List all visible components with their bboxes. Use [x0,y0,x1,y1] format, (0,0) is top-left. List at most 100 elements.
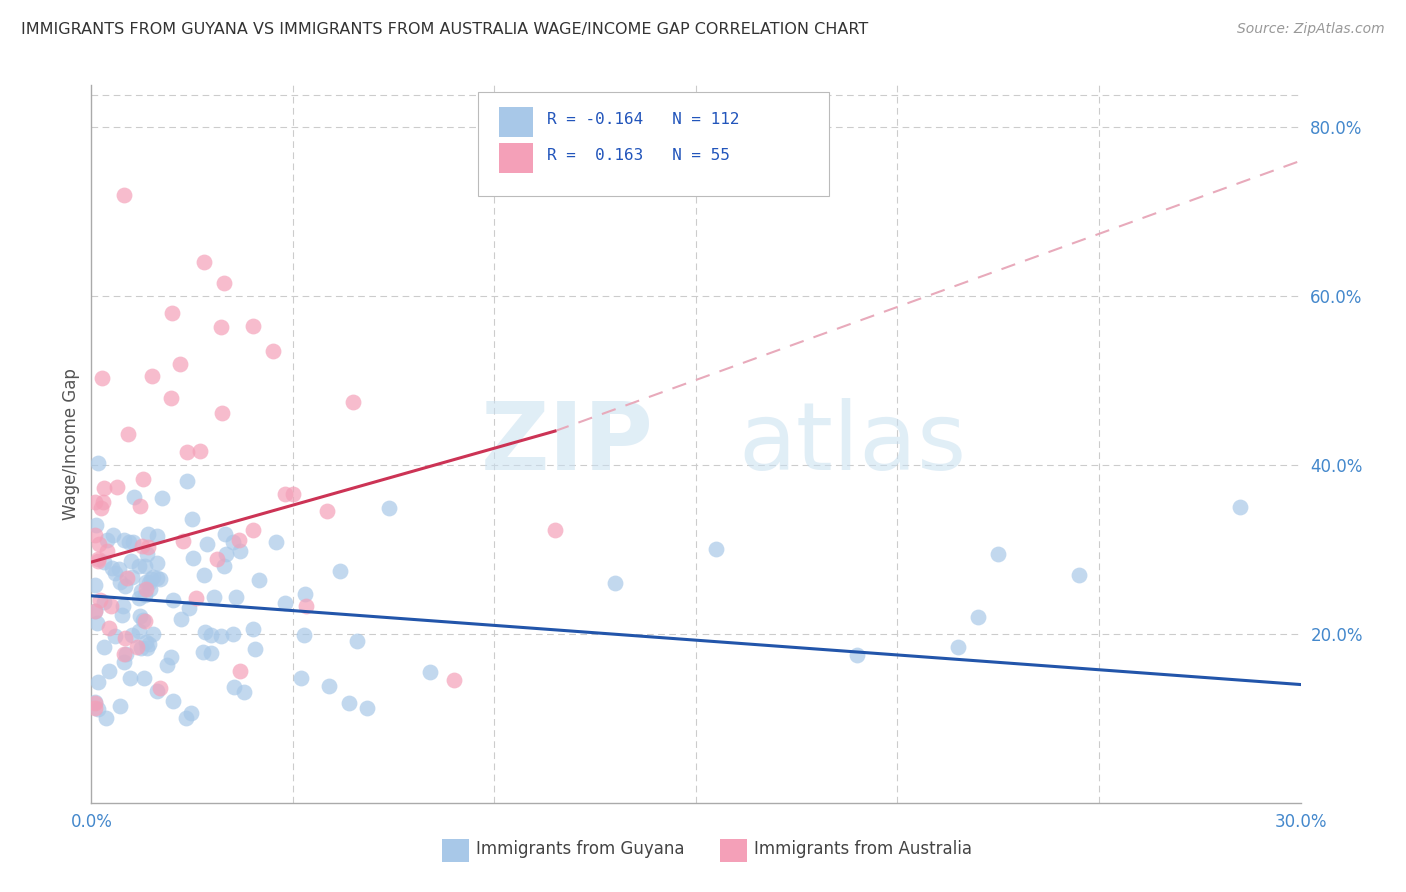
Point [209,629,232,643]
Point [87,456,110,470]
Point [146,684,169,698]
Point [84,701,107,715]
Point [97,621,120,635]
Point [946,640,969,654]
Point [242,622,264,636]
Point [129,641,152,656]
Point [160,649,183,664]
Point [112,533,135,548]
Point [132,671,155,685]
Point [112,599,135,613]
Point [136,547,159,561]
Point [108,699,131,714]
Point [159,392,181,406]
Point [346,633,368,648]
Point [176,474,198,488]
Point [122,491,145,505]
Point [142,627,165,641]
Point [114,579,136,593]
Point [94,711,117,725]
Point [84,604,107,618]
Point [214,277,236,291]
Point [419,665,441,679]
Point [209,319,232,334]
Point [704,542,727,557]
Point [128,500,150,514]
Point [128,591,150,606]
Point [377,500,399,515]
Point [112,647,135,661]
Point [247,573,270,587]
Point [87,537,110,551]
Point [188,444,211,458]
Point [544,523,567,537]
Point [295,599,318,614]
Text: Immigrants from Guyana: Immigrants from Guyana [475,840,685,858]
Point [93,640,115,654]
Point [242,524,264,538]
Point [120,554,142,568]
Point [91,495,114,509]
Point [169,357,191,371]
Point [121,570,143,584]
Point [146,529,169,543]
Point [134,559,156,574]
Text: atlas: atlas [738,398,966,490]
Point [112,187,135,202]
Point [211,406,233,420]
Point [135,575,157,590]
Point [243,642,266,657]
Point [242,318,264,333]
Point [233,685,256,699]
Point [121,534,143,549]
Point [443,673,465,688]
Point [318,679,340,693]
Point [194,625,217,640]
Point [179,600,201,615]
Point [316,504,339,518]
Point [274,596,297,610]
Point [221,535,243,549]
Point [193,567,215,582]
Point [108,574,131,589]
Point [131,539,153,553]
Point [149,681,172,695]
Bar [441,838,468,862]
Point [214,547,236,561]
Point [142,570,165,584]
Point [87,674,110,689]
Point [90,371,112,385]
Point [200,628,222,642]
Point [105,480,128,494]
Point [129,608,152,623]
Point [84,578,107,592]
Point [176,711,198,725]
Point [135,635,157,649]
Point [225,590,247,604]
Point [118,671,141,685]
Text: IMMIGRANTS FROM GUYANA VS IMMIGRANTS FROM AUSTRALIA WAGE/INCOME GAP CORRELATION : IMMIGRANTS FROM GUYANA VS IMMIGRANTS FRO… [21,22,869,37]
Point [180,706,202,720]
Bar [499,107,533,137]
Point [1067,567,1090,582]
Point [84,494,107,508]
Point [93,595,115,609]
Point [90,500,112,515]
Point [131,613,153,627]
Point [96,544,118,558]
Text: Source: ZipAtlas.com: Source: ZipAtlas.com [1237,22,1385,37]
Point [115,571,138,585]
Point [138,637,160,651]
Point [132,472,155,486]
Point [110,608,132,623]
Point [274,486,297,500]
Point [93,481,115,495]
Point [86,616,108,631]
Point [204,590,226,604]
Text: R =  0.163   N = 55: R = 0.163 N = 55 [547,147,730,162]
Point [87,702,110,716]
Point [104,566,127,581]
Point [264,535,287,549]
Point [84,517,107,532]
Point [176,445,198,459]
